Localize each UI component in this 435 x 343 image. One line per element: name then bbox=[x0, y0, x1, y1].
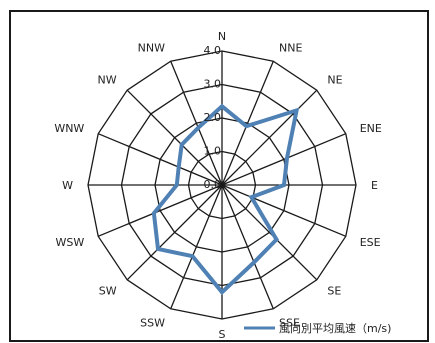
spoke-sw bbox=[126, 184, 223, 281]
data-point-sse bbox=[252, 260, 256, 264]
direction-label-s: S bbox=[219, 328, 226, 341]
series-layer bbox=[151, 103, 300, 296]
tick-label: 0.0 bbox=[204, 178, 222, 191]
tick-label: 2.0 bbox=[204, 111, 222, 124]
data-point-wnw bbox=[177, 165, 181, 169]
spoke-sse bbox=[221, 184, 274, 310]
data-point-s bbox=[220, 290, 224, 294]
chart-border bbox=[9, 10, 429, 342]
spoke-ne bbox=[221, 89, 318, 186]
series-line-0 bbox=[151, 103, 300, 296]
legend-label: 風向別平均風速（m/s) bbox=[279, 321, 391, 335]
tick-label: 1.0 bbox=[204, 145, 222, 158]
data-point-ssw bbox=[191, 254, 194, 258]
spoke-se bbox=[221, 184, 318, 281]
spoke-nw bbox=[126, 89, 223, 186]
direction-label-sse: SSE bbox=[279, 317, 300, 330]
data-point-n bbox=[220, 104, 224, 108]
spoke-nnw bbox=[170, 60, 223, 186]
spoke-wsw bbox=[97, 184, 223, 237]
direction-label-w: W bbox=[62, 179, 73, 192]
data-point-wsw bbox=[152, 211, 156, 215]
data-point-ne bbox=[295, 108, 299, 112]
direction-label-wsw: WSW bbox=[56, 236, 85, 249]
data-point-nw bbox=[180, 143, 184, 147]
data-point-e bbox=[282, 183, 286, 187]
data-point-ese bbox=[249, 195, 253, 199]
spokes bbox=[88, 51, 356, 319]
tick-label: 3.0 bbox=[204, 78, 222, 91]
spoke-ssw bbox=[170, 184, 223, 310]
data-point-nne bbox=[244, 124, 248, 128]
tick-label: 4.0 bbox=[204, 44, 222, 57]
direction-label-nnw: NNW bbox=[138, 41, 165, 54]
direction-label-ne: NE bbox=[327, 74, 342, 87]
direction-label-sw: SW bbox=[99, 284, 117, 297]
direction-label-nne: NNE bbox=[279, 41, 302, 54]
data-point-nnw bbox=[196, 126, 200, 130]
direction-label-ene: ENE bbox=[360, 122, 382, 135]
spoke-ene bbox=[221, 133, 347, 186]
spoke-nne bbox=[221, 60, 274, 186]
data-point-se bbox=[275, 238, 278, 241]
direction-label-nw: NW bbox=[97, 74, 116, 87]
data-point-sw bbox=[156, 247, 160, 251]
direction-labels: N NNE NE ENE E ESE SE SSE S SSW SW WSW W WNW NW NNW bbox=[54, 30, 382, 341]
direction-label-wnw: WNW bbox=[54, 122, 84, 135]
direction-label-n: N bbox=[218, 30, 226, 43]
data-point-w bbox=[175, 183, 179, 187]
direction-label-se: SE bbox=[327, 284, 341, 297]
spoke-ese bbox=[221, 184, 347, 237]
radial-tick-labels: 0.0 1.0 2.0 3.0 4.0 bbox=[204, 44, 222, 191]
direction-label-ssw: SSW bbox=[140, 317, 165, 330]
data-point-ene bbox=[285, 156, 289, 160]
direction-label-e: E bbox=[371, 179, 378, 192]
spoke-wnw bbox=[97, 133, 223, 186]
legend: 風向別平均風速（m/s) bbox=[244, 321, 391, 335]
direction-label-ese: ESE bbox=[360, 236, 381, 249]
